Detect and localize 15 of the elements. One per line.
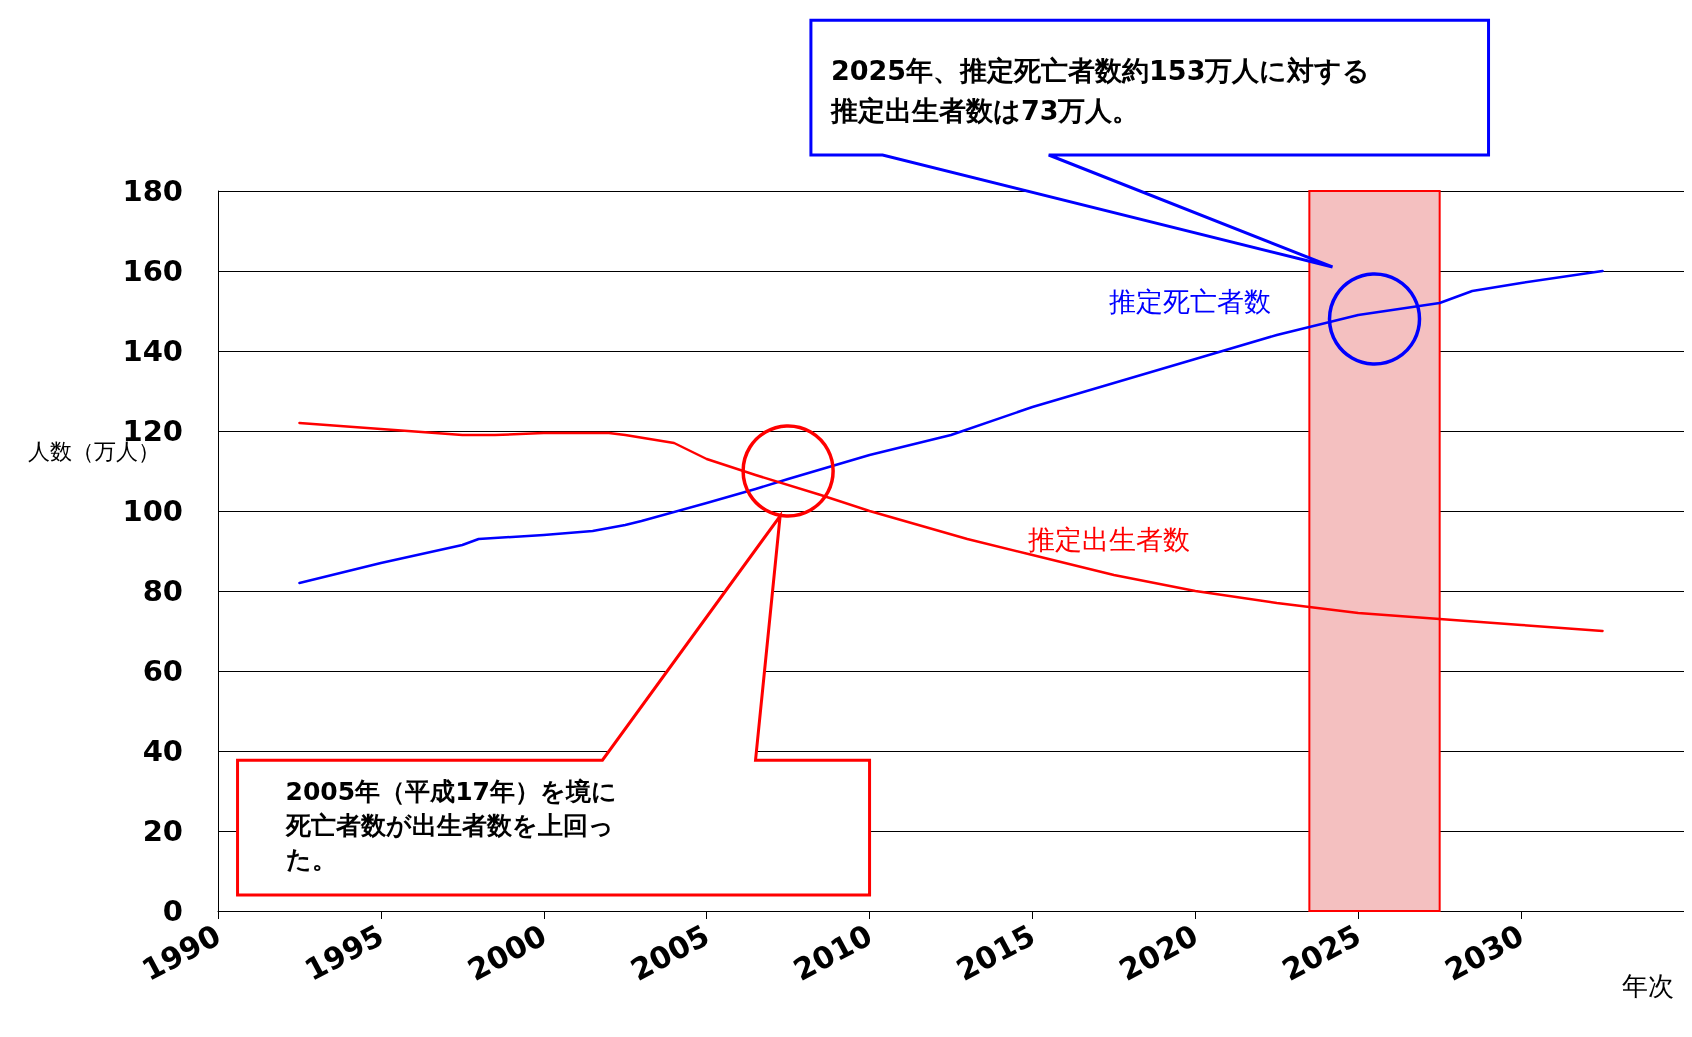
y-tick-label: 80 <box>142 574 183 608</box>
y-tick-label: 20 <box>142 814 183 848</box>
y-tick-label: 60 <box>142 654 183 688</box>
y-tick-label: 0 <box>162 894 183 928</box>
series-label: 推定出生者数 <box>1027 523 1190 555</box>
y-tick-label: 100 <box>122 494 183 528</box>
annotation: 2005年（平成17年）を境に死亡者数が出生者数を上回った。 <box>284 776 617 874</box>
y-tick-label: 180 <box>122 174 183 208</box>
y-tick-label: 40 <box>142 734 183 768</box>
series-label: 推定死亡者数 <box>1109 285 1272 317</box>
text: 2025年、推定死亡者数約153万人に対する推定出生者数は73万人。 <box>829 54 1371 126</box>
line-series <box>298 269 1604 585</box>
x-axis-title: 年次 <box>1622 971 1674 1001</box>
y-tick-label: 160 <box>122 254 183 288</box>
y-tick-label: 140 <box>122 334 183 368</box>
